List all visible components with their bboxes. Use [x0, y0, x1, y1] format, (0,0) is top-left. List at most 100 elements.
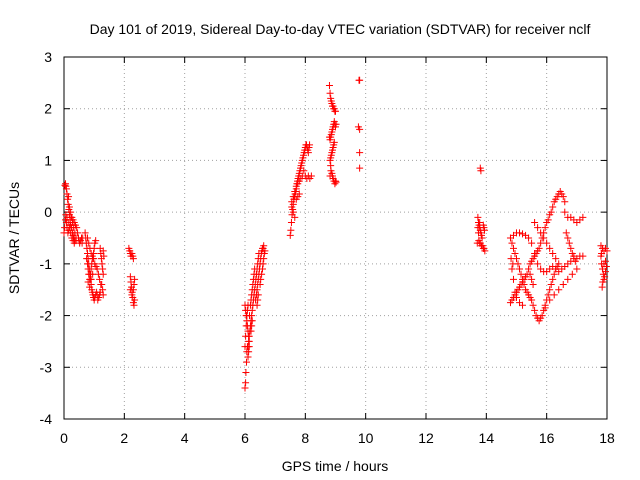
data-point [544, 216, 552, 224]
data-point [509, 260, 517, 268]
data-point [511, 250, 519, 258]
data-point [99, 247, 107, 255]
data-point [248, 322, 256, 330]
data-point [564, 275, 572, 283]
x-tick-label: 0 [60, 430, 68, 446]
data-point [259, 260, 267, 268]
x-tick-label: 6 [241, 430, 249, 446]
data-point [546, 244, 554, 252]
data-point [603, 247, 611, 255]
data-point [246, 301, 254, 309]
data-point [559, 193, 567, 201]
data-point [99, 265, 107, 273]
data-point [534, 224, 542, 232]
data-point [599, 278, 607, 286]
data-point [547, 208, 555, 216]
data-point [300, 167, 308, 175]
data-point [537, 239, 545, 247]
data-point [325, 81, 333, 89]
data-point [286, 231, 294, 239]
data-point [537, 229, 545, 237]
data-point [598, 283, 606, 291]
data-point [98, 260, 106, 268]
x-tick-label: 12 [418, 430, 434, 446]
data-point [564, 234, 572, 242]
data-point [330, 138, 338, 146]
data-point [473, 239, 481, 247]
data-point [516, 265, 524, 273]
data-point [258, 270, 266, 278]
data-point [474, 229, 482, 237]
data-point [242, 379, 250, 387]
y-tick-label: -2 [40, 308, 53, 324]
data-point [525, 265, 533, 273]
data-point [571, 257, 579, 265]
data-point [74, 229, 82, 237]
data-point [85, 239, 93, 247]
data-point [517, 270, 525, 278]
x-tick-label: 16 [539, 430, 555, 446]
data-point [246, 312, 254, 320]
data-point [549, 203, 557, 211]
data-point [550, 270, 558, 278]
chart-title: Day 101 of 2019, Sidereal Day-to-day VTE… [90, 21, 591, 37]
y-tick-labels: -4 -3 -2 -1 0 1 2 3 [40, 49, 53, 427]
data-point [98, 281, 106, 289]
data-point [126, 273, 134, 281]
data-point [65, 193, 73, 201]
data-point [242, 306, 250, 314]
data-point [83, 255, 91, 263]
data-point [561, 208, 569, 216]
data-point [561, 198, 569, 206]
data-point [245, 348, 253, 356]
data-point [92, 237, 100, 245]
data-point [73, 224, 81, 232]
data-point [287, 218, 295, 226]
data-point [326, 172, 334, 180]
data-point [529, 281, 537, 289]
data-point [540, 234, 548, 242]
data-point [570, 252, 578, 260]
data-point [96, 275, 104, 283]
data-point [130, 281, 138, 289]
data-point [126, 286, 134, 294]
y-tick-label: -1 [40, 256, 53, 272]
data-point [541, 224, 549, 232]
y-tick-label: 1 [44, 152, 52, 168]
data-point [508, 239, 516, 247]
data-point [245, 332, 253, 340]
data-point [61, 181, 69, 189]
data-point [579, 252, 587, 260]
data-point [253, 286, 261, 294]
data-point [306, 141, 314, 149]
data-point [519, 275, 527, 283]
x-tick-label: 10 [358, 430, 374, 446]
data-point [81, 229, 89, 237]
data-point [516, 299, 524, 307]
data-point [245, 337, 253, 345]
data-point [544, 291, 552, 299]
data-point [90, 255, 98, 263]
data-point [528, 275, 536, 283]
data-point [598, 250, 606, 258]
data-point [476, 218, 484, 226]
data-point [535, 244, 543, 252]
data-point [304, 149, 312, 157]
data-point [64, 218, 72, 226]
x-tick-label: 2 [120, 430, 128, 446]
data-point [525, 234, 533, 242]
data-point [474, 213, 482, 221]
data-point [552, 255, 560, 263]
data-point [261, 247, 269, 255]
data-point [477, 167, 485, 175]
data-point [474, 224, 482, 232]
data-point [129, 255, 137, 263]
data-point [242, 368, 250, 376]
data-point [509, 275, 517, 283]
data-point [289, 208, 297, 216]
data-point [291, 213, 299, 221]
data-point [529, 301, 537, 309]
data-point [247, 327, 255, 335]
data-point [562, 229, 570, 237]
x-tick-label: 8 [301, 430, 309, 446]
